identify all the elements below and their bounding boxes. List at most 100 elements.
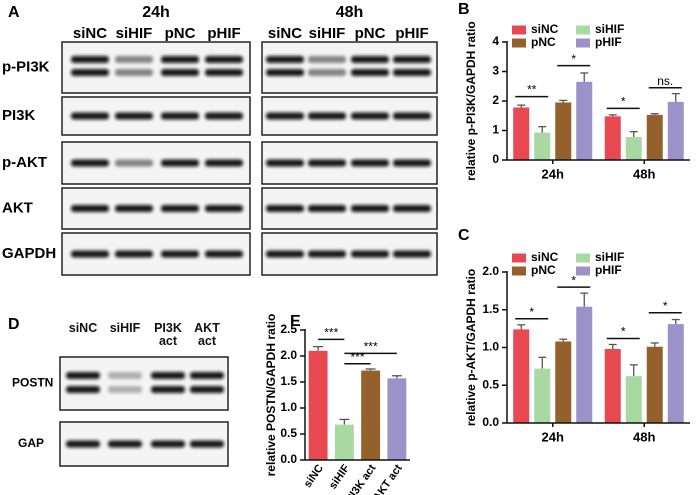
blot-band [308, 112, 346, 120]
bar [646, 114, 663, 160]
blot-band [161, 159, 199, 167]
blot-band [108, 372, 142, 379]
blot-band [115, 250, 153, 258]
legend-swatch [512, 253, 526, 263]
blot-band [71, 56, 109, 63]
row-label: GAPDH [2, 245, 56, 262]
x-tick-label: 48h [633, 166, 655, 181]
y-tick-label: 0.0 [280, 452, 297, 466]
blot-band [161, 250, 199, 258]
blot-band [351, 112, 389, 120]
x-tick-label: AKT act [371, 462, 405, 495]
blot-band [66, 372, 100, 379]
blot-band [66, 440, 100, 448]
lane-label: siNC [268, 25, 302, 42]
blot-band [351, 69, 389, 76]
bar [625, 136, 642, 160]
legend-swatch [512, 266, 526, 276]
x-tick-label: 48h [633, 429, 655, 444]
blot-band [190, 440, 224, 448]
blot-band [108, 386, 142, 393]
blot-band [190, 386, 224, 393]
blot-band [266, 205, 304, 212]
significance-label: ns. [657, 74, 673, 88]
y-tick-label: 0 [492, 152, 499, 166]
blot-band [205, 56, 243, 63]
significance-label: * [571, 52, 576, 66]
row-label: p-AKT [2, 154, 47, 171]
bar [604, 116, 621, 160]
significance-label: * [529, 305, 534, 319]
blot-band [393, 250, 431, 258]
blot-band [205, 250, 243, 258]
lane-label: siNC [68, 321, 98, 335]
y-tick-label: 1.0 [482, 340, 499, 354]
blot-band [266, 69, 304, 76]
x-tick-label: 24h [542, 166, 564, 181]
y-tick-label: 2.5 [280, 322, 297, 336]
blot-band [205, 205, 243, 212]
blot-band [393, 159, 431, 167]
panel-letter: C [458, 227, 470, 244]
bar [625, 376, 642, 423]
bar [646, 346, 663, 423]
legend-swatch [512, 25, 526, 35]
row-label: PI3K [2, 107, 36, 124]
blot-frame [261, 41, 438, 94]
blot-band [161, 56, 199, 63]
blot-frame [59, 356, 229, 411]
legend-label: pHIF [595, 35, 622, 49]
time-label: 24h [142, 4, 170, 21]
legend-label: siNC [531, 250, 559, 264]
legend-label: pHIF [595, 263, 622, 277]
bar [387, 378, 407, 460]
legend-label: pNC [531, 35, 556, 49]
blot-band [266, 56, 304, 63]
y-tick-label: 2.0 [482, 264, 499, 278]
bar [555, 102, 572, 160]
blot-band [393, 112, 431, 120]
lane-label: PI3K act [154, 321, 182, 348]
blot-band [308, 69, 346, 76]
y-tick-label: 1.5 [280, 374, 297, 388]
legend-swatch [512, 38, 526, 48]
blot-band [308, 159, 346, 167]
x-tick-label: 24h [542, 429, 564, 444]
legend-label: pNC [531, 263, 556, 277]
time-label: 48h [336, 4, 364, 21]
legend-swatch [576, 266, 590, 276]
significance-label: * [621, 325, 626, 339]
y-tick-label: 2 [492, 93, 499, 107]
blot-band [151, 386, 185, 393]
bar [334, 424, 354, 460]
blot-band [351, 159, 389, 167]
y-tick-label: 1 [492, 123, 499, 137]
blot-band [71, 112, 109, 120]
significance-label: *** [364, 340, 378, 354]
blot-band [151, 440, 185, 448]
lane-label: siNC [73, 25, 107, 42]
panel-letter: A [8, 4, 20, 21]
blot-band [115, 205, 153, 212]
blot-band [161, 112, 199, 120]
blot-band [308, 250, 346, 258]
row-label: GAP [18, 436, 44, 450]
bar [667, 324, 684, 423]
blot-band [351, 56, 389, 63]
blot-band [161, 205, 199, 212]
blot-band [393, 205, 431, 212]
blot-band [115, 69, 153, 76]
blot-band [205, 69, 243, 76]
blot-band [71, 205, 109, 212]
bar [667, 101, 684, 160]
significance-label: * [621, 95, 626, 109]
row-label: p-PI3K [2, 58, 50, 75]
y-tick-label: 1.5 [482, 302, 499, 316]
blot-band [205, 112, 243, 120]
y-tick-label: 1.0 [280, 400, 297, 414]
y-tick-label: 3 [492, 64, 499, 78]
blot-band [308, 205, 346, 212]
blot-band [115, 159, 153, 167]
lane-label: pNC [165, 25, 196, 42]
blot-band [71, 159, 109, 167]
